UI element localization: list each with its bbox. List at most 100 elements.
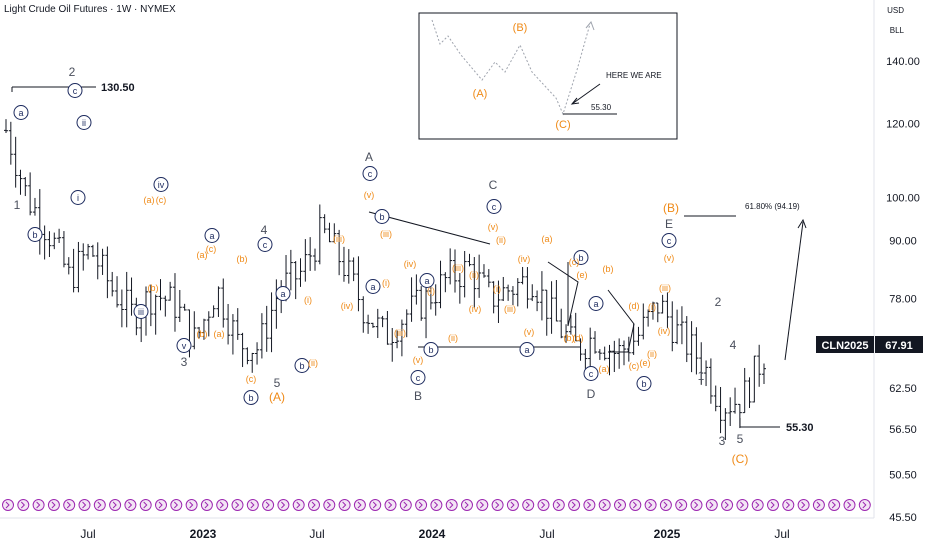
event-marker-icon[interactable]: [353, 499, 366, 511]
wave-label-circled: b: [578, 253, 583, 263]
event-marker-icon[interactable]: [369, 499, 382, 511]
wave-label-minor: (B): [663, 201, 679, 215]
wave-label-minor: (c): [629, 361, 640, 371]
event-marker-icon[interactable]: [797, 499, 810, 511]
event-marker-icon[interactable]: [751, 499, 764, 511]
event-marker-glyph: [36, 501, 41, 509]
wave-label-minor: (a): [197, 250, 208, 260]
wave-label-circle: [275, 286, 291, 301]
event-marker-glyph: [97, 501, 102, 509]
event-marker-icon[interactable]: [384, 499, 397, 511]
wave-label-circle: [153, 177, 169, 192]
event-marker-icon[interactable]: [675, 499, 688, 511]
event-marker-icon[interactable]: [277, 499, 290, 511]
event-marker-icon[interactable]: [139, 499, 152, 511]
wave-label-circled: b: [641, 379, 646, 389]
event-marker-icon[interactable]: [308, 499, 320, 511]
wave-label-circle: [573, 250, 589, 265]
currency-label[interactable]: USD: [887, 6, 904, 15]
wave-label-minor: (A): [269, 390, 285, 404]
event-marker-icon[interactable]: [858, 499, 871, 511]
price-tick-label: 62.50: [889, 383, 917, 395]
event-marker-icon[interactable]: [476, 499, 489, 511]
event-marker-icon[interactable]: [262, 499, 275, 511]
event-marker-icon[interactable]: [338, 499, 351, 511]
event-marker-icon[interactable]: [690, 499, 703, 511]
event-marker-icon[interactable]: [124, 499, 137, 511]
event-marker-icon[interactable]: [47, 499, 60, 511]
wave-label-primary: A: [365, 150, 373, 164]
event-marker-icon[interactable]: [721, 499, 734, 511]
event-markers[interactable]: [2, 499, 871, 511]
wave-label-minor: (a): [599, 364, 610, 374]
event-marker-glyph: [678, 501, 683, 509]
event-marker-icon[interactable]: [644, 499, 657, 511]
wave-label-circle: [67, 83, 83, 98]
event-marker-icon[interactable]: [216, 499, 229, 511]
event-marker-icon[interactable]: [552, 499, 565, 511]
event-marker-icon[interactable]: [323, 499, 336, 511]
event-marker-glyph: [831, 501, 836, 509]
event-marker-glyph: [296, 501, 301, 509]
wave-label-minor: (ii): [647, 349, 657, 359]
event-marker-icon[interactable]: [461, 499, 473, 511]
event-marker-icon[interactable]: [170, 499, 183, 511]
event-marker-icon[interactable]: [200, 499, 213, 511]
event-marker-icon[interactable]: [445, 499, 458, 511]
wave-label-minor: (iii): [380, 229, 392, 239]
event-marker-icon[interactable]: [812, 499, 825, 511]
event-marker-icon[interactable]: [568, 499, 581, 511]
event-marker-icon[interactable]: [629, 499, 642, 511]
event-marker-icon[interactable]: [185, 499, 198, 511]
event-marker-icon[interactable]: [828, 499, 841, 511]
event-marker-icon[interactable]: [491, 499, 504, 511]
event-marker-icon[interactable]: [767, 499, 779, 511]
wave-label-circled: c: [416, 373, 421, 383]
event-marker-glyph: [464, 501, 469, 509]
projection-arrow: [784, 221, 804, 361]
event-marker-icon[interactable]: [246, 499, 259, 511]
event-marker-icon[interactable]: [78, 499, 91, 511]
unit-label[interactable]: BLL: [889, 26, 904, 35]
wave-label-minor: (ii): [308, 358, 318, 368]
event-marker-icon[interactable]: [399, 499, 412, 511]
event-marker-icon[interactable]: [736, 499, 749, 511]
event-marker-icon[interactable]: [2, 499, 14, 511]
event-marker-icon[interactable]: [430, 499, 443, 511]
wave-label-circled: a: [370, 282, 375, 292]
event-marker-icon[interactable]: [32, 499, 45, 511]
event-marker-icon[interactable]: [598, 499, 611, 511]
event-marker-icon[interactable]: [614, 499, 626, 511]
event-marker-icon[interactable]: [17, 499, 30, 511]
event-marker-icon[interactable]: [705, 499, 718, 511]
wave-label-minor: (b): [603, 264, 614, 274]
wave-label-minor: (a): [214, 329, 225, 339]
event-marker-icon[interactable]: [659, 499, 672, 511]
event-marker-icon[interactable]: [109, 499, 122, 511]
event-marker-icon[interactable]: [506, 499, 519, 511]
time-axis[interactable]: Jul 2023 Jul 2024 Jul 2025 Jul: [80, 527, 789, 541]
event-marker-icon[interactable]: [292, 499, 305, 511]
event-marker-icon[interactable]: [415, 499, 428, 511]
event-marker-icon[interactable]: [155, 499, 167, 511]
projection-arrowhead: [797, 218, 807, 229]
structure-lines: [11, 86, 807, 428]
event-marker-icon[interactable]: [843, 499, 856, 511]
event-marker-icon[interactable]: [782, 499, 795, 511]
level-high-label: 130.50: [101, 82, 135, 94]
event-marker-icon[interactable]: [537, 499, 550, 511]
price-axis[interactable]: 140.00120.00100.0090.0078.0070.5062.5056…: [886, 56, 920, 524]
wave-label-circled: a: [524, 345, 529, 355]
event-marker-icon[interactable]: [522, 499, 535, 511]
event-marker-icon[interactable]: [63, 499, 76, 511]
event-marker-glyph: [235, 501, 240, 509]
event-marker-glyph: [112, 501, 117, 509]
wave-label-circle: [410, 370, 426, 385]
event-marker-icon[interactable]: [93, 499, 106, 511]
wave-label-primary: C: [489, 178, 498, 192]
event-marker-icon[interactable]: [583, 499, 596, 511]
event-marker-icon[interactable]: [231, 499, 244, 511]
wave-label-circled: c: [73, 86, 78, 96]
event-marker-glyph: [143, 501, 148, 509]
